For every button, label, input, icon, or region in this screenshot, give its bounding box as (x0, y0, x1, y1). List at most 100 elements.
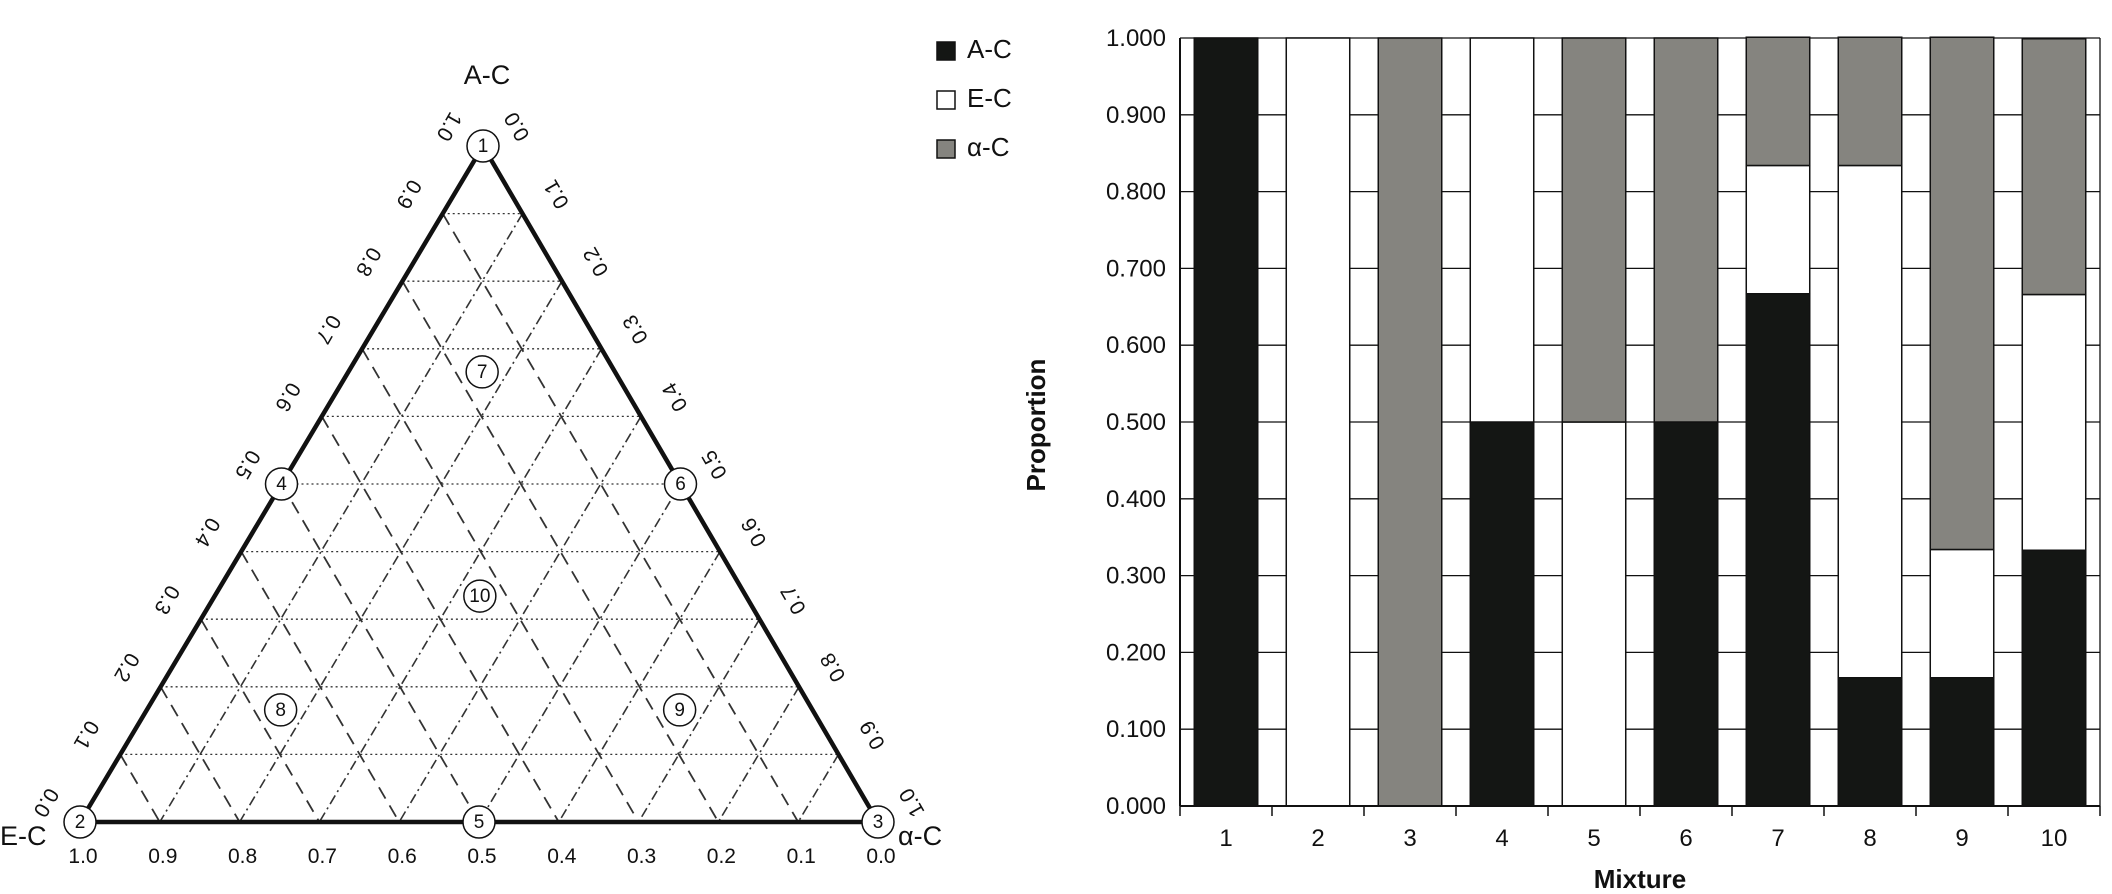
x-tick-label: 4 (1495, 825, 1508, 852)
ternary-point-label: 3 (873, 812, 884, 833)
bar-segment (1837, 676, 1903, 807)
ternary-point: 1 (466, 129, 500, 163)
legend-label: α-C (967, 132, 1009, 162)
ternary-point-label: 8 (275, 700, 286, 721)
legend-swatch (936, 139, 956, 159)
ternary-point-marker (63, 805, 97, 839)
right-edge-tick-label: 0.4 (658, 378, 693, 415)
right-edge-tick-label: 0.1 (539, 176, 574, 213)
stacked-bar-chart: 0.000 0.100 0.200 0.300 0.400 0.500 0.600 0.700… (1021, 25, 2101, 894)
bar-segment (1561, 37, 1627, 423)
gridline-alpha-c-4 (478, 483, 682, 823)
legend-swatch (936, 41, 956, 61)
bottom-edge-tick-label: 0.4 (547, 845, 577, 868)
gridline-alpha-c-7 (717, 686, 800, 823)
ternary-point-label: 5 (474, 812, 485, 833)
right-edge-tick-label: 0.6 (737, 514, 772, 551)
x-tick-label: 2 (1311, 825, 1324, 852)
ternary-point-marker (462, 805, 496, 839)
ternary-point: 4 (264, 467, 299, 501)
bottom-edge-tick-label: 0.1 (787, 845, 816, 868)
left-edge-tick-label: 0.5 (230, 446, 265, 483)
x-tick-label: 5 (1587, 825, 1600, 852)
y-tick-label: 0.300 (1106, 563, 1166, 590)
legend-label: A-C (967, 34, 1012, 64)
ternary-point-label: 9 (674, 700, 685, 721)
ternary-tick-labels: 0.00.10.20.30.40.50.60.70.80.91.0 0.00.10… (29, 108, 930, 868)
y-tick-label: 0.700 (1106, 255, 1166, 282)
bar-segment (1561, 421, 1627, 807)
bar-segment (1193, 37, 1259, 807)
gridline-e-c-1 (401, 280, 720, 823)
left-edge-tick-label: 0.0 (29, 784, 64, 821)
ternary-outline (76, 141, 882, 825)
legend-item: A-C (936, 34, 1012, 64)
gridline-e-c-2 (361, 348, 640, 823)
ternary-point-marker (263, 693, 298, 727)
right-edge-tick-label: 0.8 (816, 649, 851, 686)
bar-segment (1745, 164, 1811, 295)
x-tick-label: 6 (1679, 825, 1692, 852)
x-tick-label: 9 (1955, 825, 1968, 852)
ternary-points: 1 2 3 4 5 6 7 8 9 10 (63, 129, 895, 839)
ternary-point: 9 (662, 693, 697, 727)
ternary-point-marker (463, 579, 497, 613)
legend-item: α-C (936, 132, 1009, 162)
legend-swatch (936, 90, 956, 110)
gridline-alpha-c-3 (398, 415, 642, 823)
gridline-alpha-c-6 (637, 618, 761, 823)
bar-segment (1653, 421, 1719, 807)
bottom-edge-tick-label: 0.5 (467, 845, 496, 868)
x-tick-label: 8 (1863, 825, 1876, 852)
bar-segment (2021, 293, 2087, 552)
bottom-edge-tick-label: 0.6 (388, 845, 417, 868)
bottom-edge-tick-label: 0.8 (228, 845, 257, 868)
right-edge-tick-label: 0.7 (776, 581, 811, 618)
ternary-point-marker (861, 805, 895, 839)
vertex-label-e-c: E-C (0, 821, 47, 851)
left-edge-tick-label: 0.6 (270, 378, 305, 415)
bar-segment (1377, 37, 1443, 807)
left-edge-tick-label: 0.7 (311, 311, 346, 348)
bar-segment (1285, 37, 1351, 807)
ternary-point-label: 10 (469, 586, 490, 607)
ternary-point-label: 1 (478, 136, 489, 157)
ternary-point-marker (663, 467, 698, 501)
y-tick-label: 0.000 (1106, 793, 1166, 820)
ternary-point-label: 2 (75, 812, 86, 833)
ternary-point-label: 6 (675, 474, 686, 495)
ternary-point-marker (662, 693, 697, 727)
y-tick-label: 0.900 (1106, 102, 1166, 129)
ternary-point-marker (264, 467, 299, 501)
gridline-e-c-5 (240, 551, 400, 823)
right-edge-tick-label: 0.5 (697, 446, 732, 483)
ternary-point-label: 4 (276, 474, 287, 495)
left-edge-tick-label: 1.0 (432, 108, 467, 145)
y-tick-label: 0.600 (1106, 332, 1166, 359)
left-edge-tick-label: 0.4 (190, 514, 225, 551)
left-edge-tick-label: 0.2 (109, 649, 144, 686)
gridline-alpha-c-5 (558, 551, 721, 823)
bottom-edge-tick-label: 0.9 (148, 845, 177, 868)
ternary-point: 5 (462, 805, 496, 839)
bar-segment (1837, 36, 1903, 167)
bottom-edge-tick-label: 0.0 (866, 845, 895, 868)
gridline-alpha-c-0 (159, 213, 524, 823)
bar-segment (1837, 164, 1903, 679)
gridline-e-c-0 (441, 213, 799, 823)
bar-segment (1469, 37, 1535, 423)
bar-segment (1929, 548, 1995, 679)
gridline-alpha-c-2 (318, 348, 603, 823)
gridline-e-c-4 (280, 483, 480, 823)
legend-item: E-C (936, 83, 1012, 113)
bottom-edge-tick-label: 0.2 (707, 845, 736, 868)
gridline-alpha-c-8 (797, 753, 840, 823)
right-edge-tick-label: 0.3 (618, 311, 653, 348)
ternary-point-marker (465, 355, 499, 389)
bars (1193, 36, 2087, 807)
legend: A-C E-C α-C (936, 34, 1012, 162)
ternary-point: 6 (663, 467, 698, 501)
ternary-point: 7 (465, 355, 499, 389)
left-edge-tick-label: 0.8 (351, 243, 386, 280)
